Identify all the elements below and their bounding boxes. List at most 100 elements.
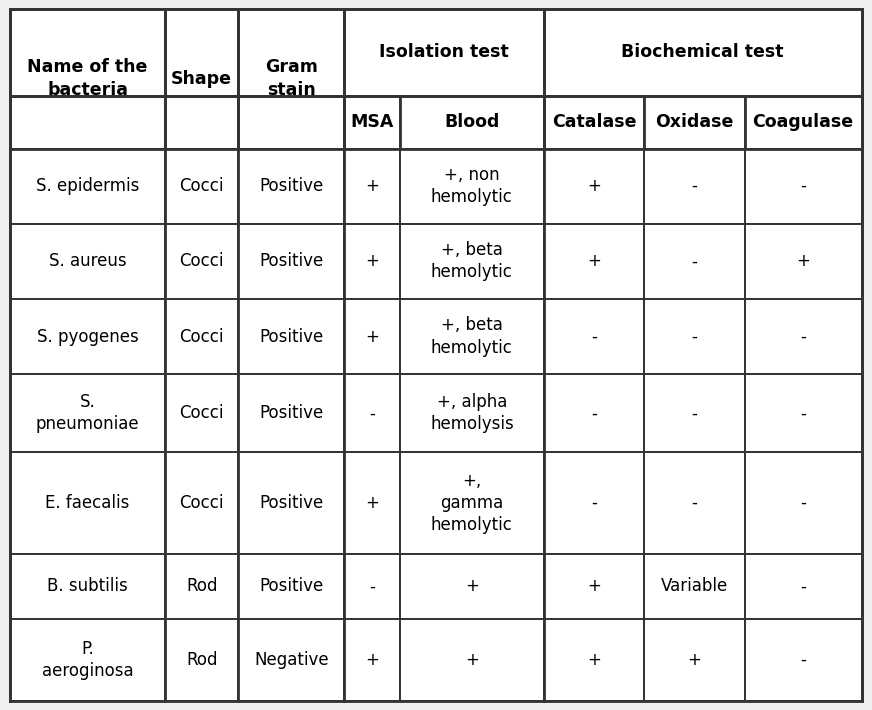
Text: Name of the
bacteria: Name of the bacteria: [28, 58, 148, 99]
Text: Rod: Rod: [186, 651, 217, 670]
Bar: [400, 554, 544, 619]
Bar: [165, 619, 239, 701]
Bar: [10, 619, 165, 701]
Text: B. subtilis: B. subtilis: [47, 577, 128, 596]
Bar: [644, 224, 745, 299]
Text: +: +: [465, 651, 479, 670]
Text: -: -: [800, 494, 806, 512]
Text: Biochemical test: Biochemical test: [622, 43, 784, 61]
Text: +: +: [587, 252, 601, 271]
Bar: [10, 452, 165, 554]
Bar: [544, 619, 644, 701]
Text: Coagulase: Coagulase: [753, 113, 854, 131]
Text: -: -: [691, 494, 698, 512]
Text: Positive: Positive: [259, 404, 324, 422]
Text: +: +: [365, 651, 379, 670]
Text: +: +: [587, 577, 601, 596]
Bar: [745, 619, 862, 701]
Text: +: +: [465, 577, 479, 596]
Bar: [239, 148, 344, 224]
Text: -: -: [800, 577, 806, 596]
Bar: [644, 299, 745, 374]
Text: P.
aeroginosa: P. aeroginosa: [42, 640, 133, 680]
Text: +: +: [365, 327, 379, 346]
Text: Shape: Shape: [171, 70, 232, 87]
Text: -: -: [800, 404, 806, 422]
Bar: [10, 224, 165, 299]
Text: Cocci: Cocci: [180, 404, 224, 422]
Text: -: -: [691, 327, 698, 346]
Bar: [10, 96, 165, 148]
Text: -: -: [691, 404, 698, 422]
Text: Positive: Positive: [259, 252, 324, 271]
Text: Positive: Positive: [259, 577, 324, 596]
Bar: [745, 224, 862, 299]
Text: Oxidase: Oxidase: [656, 113, 733, 131]
Bar: [239, 9, 344, 148]
Text: -: -: [800, 327, 806, 346]
Bar: [344, 619, 400, 701]
Text: Variable: Variable: [661, 577, 728, 596]
Bar: [165, 452, 239, 554]
Bar: [344, 452, 400, 554]
Bar: [544, 148, 644, 224]
Bar: [239, 299, 344, 374]
Bar: [544, 96, 644, 148]
Text: Positive: Positive: [259, 178, 324, 195]
Text: Cocci: Cocci: [180, 327, 224, 346]
Bar: [165, 554, 239, 619]
Text: S. aureus: S. aureus: [49, 252, 126, 271]
Bar: [544, 554, 644, 619]
Bar: [10, 299, 165, 374]
Bar: [644, 619, 745, 701]
Bar: [239, 619, 344, 701]
Bar: [644, 148, 745, 224]
Text: +,
gamma
hemolytic: +, gamma hemolytic: [431, 472, 513, 535]
Text: +, beta
hemolytic: +, beta hemolytic: [431, 241, 513, 281]
Text: +: +: [796, 252, 810, 271]
Text: -: -: [691, 178, 698, 195]
Bar: [10, 374, 165, 452]
Bar: [165, 224, 239, 299]
Bar: [644, 374, 745, 452]
Bar: [165, 374, 239, 452]
Text: +, beta
hemolytic: +, beta hemolytic: [431, 317, 513, 356]
Text: +: +: [365, 494, 379, 512]
Text: -: -: [800, 651, 806, 670]
Bar: [400, 374, 544, 452]
Bar: [544, 452, 644, 554]
Bar: [400, 224, 544, 299]
Bar: [644, 452, 745, 554]
Bar: [165, 96, 239, 148]
Bar: [745, 299, 862, 374]
Bar: [344, 224, 400, 299]
Text: S. pyogenes: S. pyogenes: [37, 327, 139, 346]
Bar: [239, 374, 344, 452]
Bar: [165, 299, 239, 374]
Bar: [400, 452, 544, 554]
Text: Gram
stain: Gram stain: [265, 58, 318, 99]
Bar: [344, 554, 400, 619]
Bar: [344, 299, 400, 374]
Text: +, alpha
hemolysis: +, alpha hemolysis: [430, 393, 514, 433]
Text: Blood: Blood: [444, 113, 500, 131]
Bar: [400, 299, 544, 374]
Bar: [644, 96, 745, 148]
Text: -: -: [591, 327, 597, 346]
Text: +, non
hemolytic: +, non hemolytic: [431, 166, 513, 207]
Bar: [745, 452, 862, 554]
Text: -: -: [370, 577, 375, 596]
Bar: [544, 374, 644, 452]
Bar: [239, 452, 344, 554]
Bar: [10, 554, 165, 619]
Text: MSA: MSA: [351, 113, 394, 131]
Text: Negative: Negative: [254, 651, 329, 670]
Text: -: -: [691, 252, 698, 271]
Bar: [344, 9, 544, 96]
Bar: [165, 148, 239, 224]
Bar: [745, 148, 862, 224]
Bar: [239, 224, 344, 299]
Bar: [10, 9, 165, 148]
Text: Cocci: Cocci: [180, 494, 224, 512]
Bar: [745, 374, 862, 452]
